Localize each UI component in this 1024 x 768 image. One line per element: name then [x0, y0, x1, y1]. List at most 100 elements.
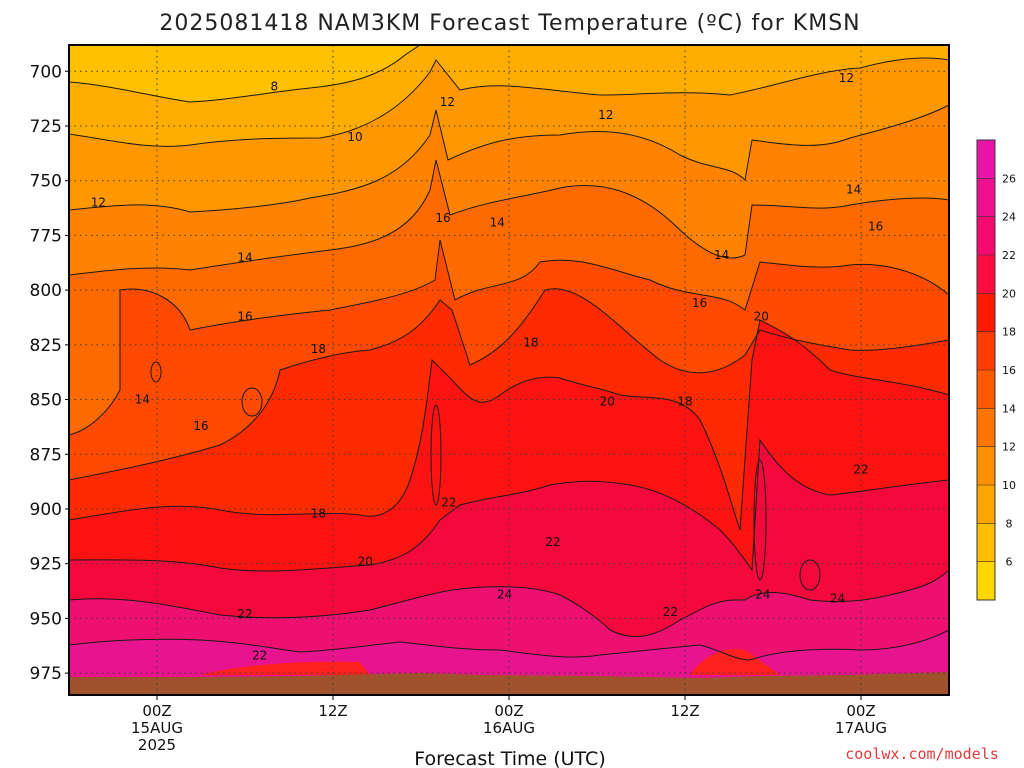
- contour-lines: [69, 45, 949, 661]
- contour-label: 24: [497, 587, 512, 601]
- colorbar-label: 22: [1002, 249, 1016, 262]
- y-tick-label: 750: [30, 172, 62, 192]
- contour-label: 12: [839, 71, 854, 85]
- y-tick-label: 775: [30, 226, 62, 246]
- x-tick-label: 00Z: [494, 702, 523, 720]
- contour-island-3: [430, 404, 442, 506]
- contour-label: 24: [830, 592, 845, 606]
- contour-island-5: [799, 559, 821, 591]
- contour-label: 18: [311, 506, 326, 520]
- contour-label: 16: [868, 220, 883, 234]
- credit-text: coolwx.com/models: [845, 745, 999, 763]
- contour-line-12: [69, 104, 949, 213]
- y-axis: 700 725 750 775 800 825 850 875 900 925 950 975: [30, 62, 69, 684]
- colorbar-swatch: [977, 408, 995, 448]
- contour-label: 22: [853, 463, 868, 477]
- contour-line-18: [69, 288, 949, 481]
- contour-label: 22: [252, 649, 267, 663]
- colorbar-swatch: [977, 255, 995, 294]
- contour-label: 8: [271, 80, 279, 94]
- colorbar-swatch: [977, 446, 995, 486]
- contour-line-24: [69, 569, 949, 638]
- x-tick-label: 12Z: [670, 702, 699, 720]
- y-tick-label: 800: [30, 281, 62, 301]
- colorbar-label: 16: [1002, 364, 1016, 377]
- colorbar-label: 12: [1002, 441, 1016, 454]
- y-tick-label: 975: [30, 664, 62, 684]
- x-tick-label: 15AUG: [131, 719, 183, 737]
- contour-label: 24: [755, 587, 770, 601]
- contour-label: 20: [600, 395, 615, 409]
- chart-title: 2025081418 NAM3KM Forecast Temperature (…: [159, 11, 860, 36]
- colorbar-swatch: [977, 293, 995, 333]
- colorbar-label: 8: [1006, 517, 1013, 530]
- colorbar-swatch: [977, 523, 995, 563]
- contour-label: 12: [440, 95, 455, 109]
- contour-line-26: [69, 629, 949, 661]
- contour-label: 16: [237, 309, 252, 323]
- colorbar-swatch: [977, 370, 995, 409]
- contour-label: 16: [193, 419, 208, 433]
- colorbar-swatch: [977, 140, 995, 179]
- y-tick-label: 950: [30, 609, 62, 629]
- contour-label: 16: [692, 296, 707, 310]
- x-tick-label: 17AUG: [835, 719, 887, 737]
- colorbar-swatch: [977, 485, 995, 524]
- colorbar-label: 18: [1002, 326, 1016, 339]
- contour-label: 10: [347, 130, 362, 144]
- y-tick-label: 700: [30, 62, 62, 82]
- x-tick-label: 00Z: [846, 702, 875, 720]
- colorbar-label: 20: [1002, 287, 1016, 300]
- contour-label: 20: [358, 554, 373, 568]
- contour-island-1: [150, 361, 162, 383]
- contour-label: 14: [237, 250, 252, 264]
- contour-label: 22: [545, 535, 560, 549]
- contour-label: 12: [598, 108, 613, 122]
- contour-line-16: [69, 239, 949, 436]
- contour-island-2: [241, 387, 263, 417]
- x-tick-label: 16AUG: [483, 719, 535, 737]
- contour-label: 20: [754, 309, 769, 323]
- x-tick-label: 12Z: [318, 702, 347, 720]
- colorbar-label: 14: [1002, 402, 1016, 415]
- contour-label: 16: [435, 211, 450, 225]
- y-tick-label: 725: [30, 117, 62, 137]
- contour-label: 12: [91, 196, 106, 210]
- x-tick-label: 2025: [138, 736, 176, 754]
- x-axis-label: Forecast Time (UTC): [414, 748, 605, 768]
- colorbar: 6 8 10 12 14 16 18 20 22 24 26: [976, 139, 1016, 601]
- y-tick-label: 900: [30, 500, 62, 520]
- colorbar-swatch: [977, 216, 995, 256]
- colorbar-swatch: [977, 178, 995, 218]
- colorbar-label: 24: [1002, 211, 1016, 224]
- contour-line-10: [69, 57, 949, 147]
- contour-line-14: [69, 159, 949, 276]
- grid-lines: [69, 45, 949, 695]
- contour-label: 18: [523, 336, 538, 350]
- y-tick-label: 850: [30, 391, 62, 411]
- y-tick-label: 825: [30, 336, 62, 356]
- contour-line-8: [69, 45, 421, 103]
- contour-label: 14: [135, 393, 150, 407]
- colorbar-label: 10: [1002, 479, 1016, 492]
- contour-labels: 8 10 12 12 12 12 14 14 14 14 14 16 16 16 16 16 18 18 18 18 2…: [91, 71, 884, 663]
- contour-label: 22: [237, 607, 252, 621]
- contour-line-22: [69, 438, 949, 572]
- contour-line-20: [69, 319, 949, 531]
- x-tick-label: 00Z: [142, 702, 171, 720]
- contour-label: 18: [677, 395, 692, 409]
- colorbar-swatch: [977, 561, 995, 601]
- plot-area: 8 10 12 12 12 12 14 14 14 14 14 16 16 16 16 16 18 18 18 18 2…: [69, 45, 949, 695]
- contour-label: 14: [714, 248, 729, 262]
- colorbar-swatch: [977, 331, 995, 371]
- contour-island-4: [753, 459, 767, 581]
- colorbar-label: 26: [1002, 172, 1016, 185]
- contour-label: 22: [663, 605, 678, 619]
- contour-label: 18: [311, 342, 326, 356]
- contour-label: 14: [490, 215, 505, 229]
- contour-label: 14: [846, 182, 861, 196]
- temp-band-warm-surface: [200, 649, 780, 675]
- colorbar-label: 6: [1006, 556, 1013, 569]
